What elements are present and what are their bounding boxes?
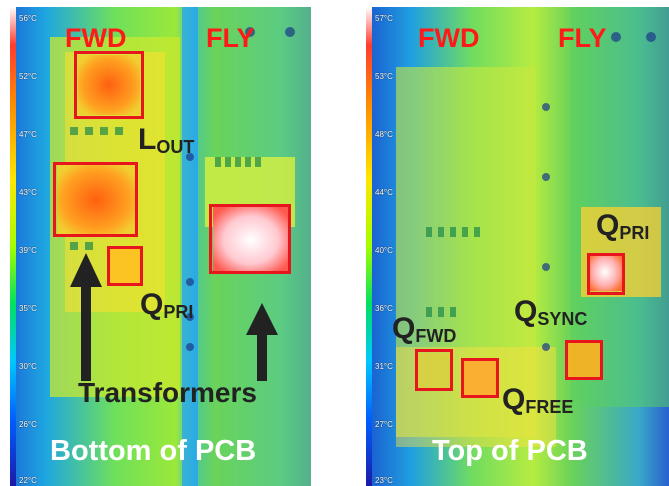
up-arrow-icon	[246, 303, 278, 381]
label-qpri-sub: PRI	[619, 223, 650, 243]
label-qfwd-sub: FWD	[415, 326, 457, 346]
scale-tick: 31°C	[375, 362, 393, 371]
label-qfwd: QFWD	[392, 312, 457, 346]
label-qpri-main: Q	[596, 209, 620, 242]
caption-bottom-of-pcb: Bottom of PCB	[50, 435, 257, 467]
scale-tick: 40°C	[375, 246, 393, 255]
scale-tick: 30°C	[19, 362, 37, 371]
scale-tick: 22°C	[19, 476, 37, 485]
scale-tick: 43°C	[19, 188, 37, 197]
label-qpri: QPRI	[140, 288, 194, 322]
scale-tick: 39°C	[19, 246, 37, 255]
temperature-scale-bar	[10, 7, 16, 486]
caption-top-of-pcb: Top of PCB	[432, 435, 588, 467]
scale-tick: 26°C	[19, 420, 37, 429]
label-lout: LOUT	[138, 123, 195, 157]
fly-transformer-highlight-box	[209, 204, 291, 274]
qpri-highlight-box	[587, 253, 625, 295]
scale-tick: 52°C	[19, 72, 37, 81]
label-qsync: QSYNC	[514, 295, 588, 329]
temperature-scale-bar	[366, 7, 372, 486]
up-arrow-icon	[70, 253, 102, 381]
qfwd-highlight-box	[415, 349, 453, 391]
qfree-highlight-box	[461, 358, 499, 398]
label-qsync-main: Q	[514, 295, 538, 328]
thermal-map-top	[366, 7, 669, 486]
label-lout-main: L	[138, 123, 157, 156]
label-qpri-sub: PRI	[163, 302, 194, 322]
thermal-image-bottom-pcb: 56°C 52°C 47°C 43°C 39°C 35°C 30°C 26°C …	[10, 7, 311, 486]
scale-tick: 44°C	[375, 188, 393, 197]
label-fwd: FWD	[65, 23, 127, 53]
label-transformers: Transformers	[78, 377, 257, 408]
thermal-image-top-pcb: 57°C 53°C 48°C 44°C 40°C 36°C 31°C 27°C …	[366, 7, 669, 486]
scale-tick: 53°C	[375, 72, 393, 81]
scale-tick: 27°C	[375, 420, 393, 429]
scale-tick: 36°C	[375, 304, 393, 313]
label-lout-sub: OUT	[156, 137, 195, 157]
label-qfree-main: Q	[502, 383, 526, 416]
label-qfwd-main: Q	[392, 312, 416, 345]
scale-tick: 56°C	[19, 14, 37, 23]
qsync-highlight-box	[565, 340, 603, 380]
label-fly: FLY	[206, 23, 255, 53]
scale-tick: 23°C	[375, 476, 393, 485]
scale-tick: 35°C	[19, 304, 37, 313]
thermal-map-bottom	[10, 7, 311, 486]
label-qsync-sub: SYNC	[537, 309, 588, 329]
qpri-highlight-box	[107, 246, 143, 286]
label-qfree-sub: FREE	[525, 397, 574, 417]
label-qpri: QPRI	[596, 209, 650, 243]
lout-highlight-box	[74, 51, 144, 119]
label-qfree: QFREE	[502, 383, 574, 417]
fwd-transformer-highlight-box	[53, 162, 138, 237]
scale-tick: 48°C	[375, 130, 393, 139]
scale-tick: 57°C	[375, 14, 393, 23]
scale-tick: 47°C	[19, 130, 37, 139]
label-fwd: FWD	[418, 23, 480, 53]
label-fly: FLY	[558, 23, 607, 53]
label-qpri-main: Q	[140, 288, 164, 321]
